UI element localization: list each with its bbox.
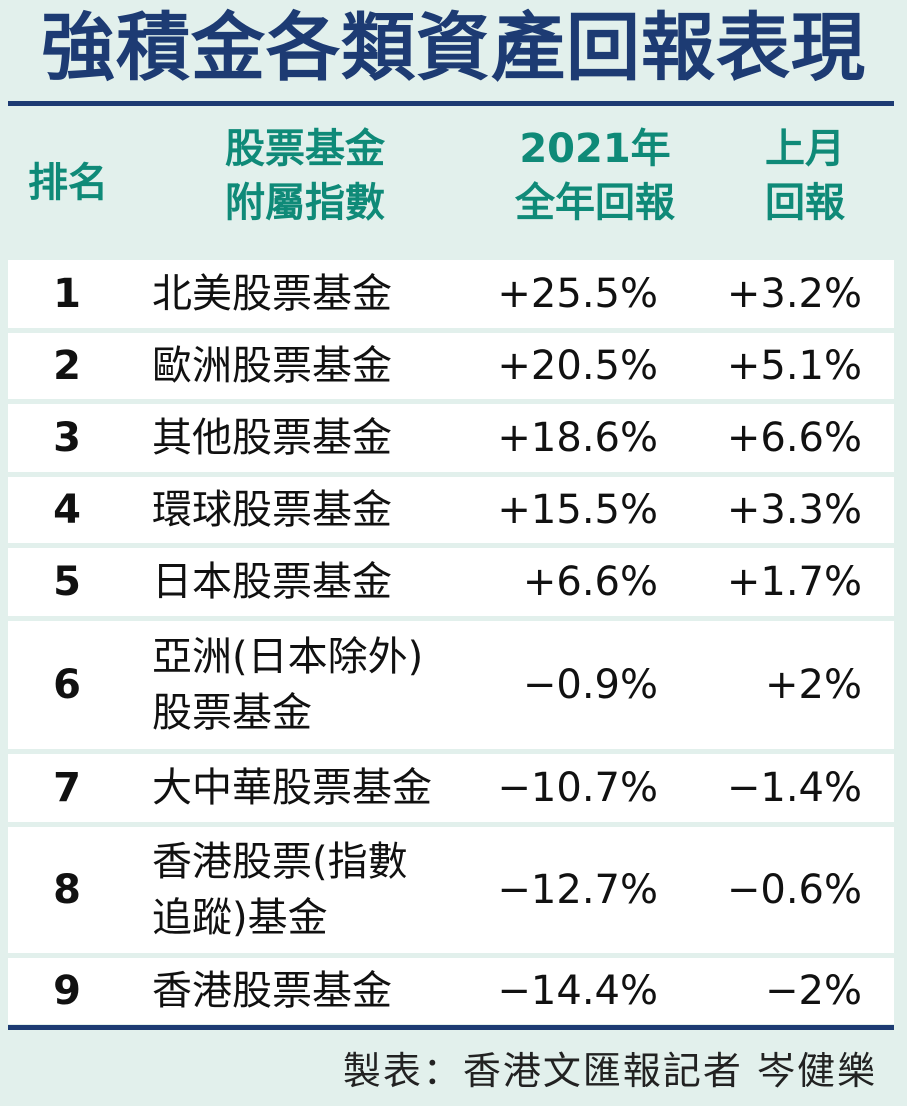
year-return-cell: −14.4% <box>497 968 658 1014</box>
table-row: 7 大中華股票基金 −10.7% −1.4% <box>8 754 894 822</box>
rank-cell: 3 <box>53 415 81 461</box>
year-return-cell: +25.5% <box>497 271 658 317</box>
year-return-cell: +15.5% <box>497 487 658 533</box>
fund-cell: 大中華股票基金 <box>126 760 512 816</box>
year-return-cell: +6.6% <box>522 559 658 605</box>
rank-cell: 5 <box>53 559 81 605</box>
header-fund-line1: 股票基金 <box>225 126 385 172</box>
header-rank: 排名 <box>18 156 118 210</box>
rank-cell: 1 <box>53 271 81 317</box>
fund-cell: 香港股票基金 <box>126 963 512 1019</box>
fund-name-line1: 亞洲(日本除外) <box>152 634 424 680</box>
fund-name: 香港股票基金 <box>152 968 392 1014</box>
fund-name: 歐洲股票基金 <box>152 343 392 389</box>
year-return-cell: −12.7% <box>497 867 658 913</box>
fund-name-line2: 股票基金 <box>152 690 312 736</box>
fund-cell: 亞洲(日本除外) 股票基金 <box>126 629 512 741</box>
year-return-cell: +18.6% <box>497 415 658 461</box>
table-row: 8 香港股票(指數 追蹤)基金 −12.7% −0.6% <box>8 827 894 953</box>
fund-cell: 香港股票(指數 追蹤)基金 <box>126 834 512 946</box>
table-row: 2 歐洲股票基金 +20.5% +5.1% <box>8 333 894 399</box>
fund-cell: 日本股票基金 <box>126 554 512 610</box>
header-fund-line2: 附屬指數 <box>225 180 385 226</box>
top-divider <box>8 101 894 106</box>
month-return-cell: +5.1% <box>726 343 862 389</box>
fund-name: 日本股票基金 <box>152 559 392 605</box>
header-month-line2: 回報 <box>765 180 845 226</box>
year-return-cell: −0.9% <box>522 662 658 708</box>
fund-name-line2: 追蹤)基金 <box>152 895 328 941</box>
fund-name-line1: 香港股票(指數 <box>152 839 408 885</box>
header-month-line1: 上月 <box>765 126 845 172</box>
rank-cell: 7 <box>53 765 81 811</box>
month-return-cell: −1.4% <box>726 765 862 811</box>
rank-cell: 2 <box>53 343 81 389</box>
month-return-cell: −0.6% <box>726 867 862 913</box>
header-rank-label: 排名 <box>28 160 108 206</box>
rank-cell: 4 <box>53 487 81 533</box>
header-month-return: 上月 回報 <box>730 122 880 230</box>
month-return-cell: +1.7% <box>726 559 862 605</box>
table-row: 5 日本股票基金 +6.6% +1.7% <box>8 548 894 616</box>
rank-cell: 8 <box>53 867 81 913</box>
month-return-cell: −2% <box>765 968 862 1014</box>
table-row: 3 其他股票基金 +18.6% +6.6% <box>8 404 894 472</box>
fund-name: 環球股票基金 <box>152 487 392 533</box>
header-year-line1: 2021年 <box>519 126 671 172</box>
header-fund: 股票基金 附屬指數 <box>160 122 450 230</box>
table-row: 6 亞洲(日本除外) 股票基金 −0.9% +2% <box>8 621 894 749</box>
table-row: 4 環球股票基金 +15.5% +3.3% <box>8 477 894 543</box>
year-return-cell: −10.7% <box>497 765 658 811</box>
fund-cell: 環球股票基金 <box>126 482 512 538</box>
table-row: 1 北美股票基金 +25.5% +3.2% <box>8 260 894 328</box>
page-title: 強積金各類資產回報表現 <box>41 5 866 91</box>
month-return-cell: +3.2% <box>726 271 862 317</box>
header-year-return: 2021年 全年回報 <box>470 122 720 230</box>
bottom-divider <box>8 1025 894 1030</box>
fund-name: 其他股票基金 <box>152 415 392 461</box>
table-row: 9 香港股票基金 −14.4% −2% <box>8 958 894 1024</box>
year-return-cell: +20.5% <box>497 343 658 389</box>
header-year-line2: 全年回報 <box>515 180 675 226</box>
fund-name: 大中華股票基金 <box>152 765 432 811</box>
fund-cell: 其他股票基金 <box>126 410 512 466</box>
rank-cell: 9 <box>53 968 81 1014</box>
fund-name: 北美股票基金 <box>152 271 392 317</box>
month-return-cell: +6.6% <box>726 415 862 461</box>
rank-cell: 6 <box>53 662 81 708</box>
credit-line: 製表：香港文匯報記者 岑健樂 <box>342 1049 877 1093</box>
fund-cell: 歐洲股票基金 <box>126 338 512 394</box>
fund-cell: 北美股票基金 <box>126 266 512 322</box>
month-return-cell: +3.3% <box>726 487 862 533</box>
month-return-cell: +2% <box>765 662 862 708</box>
